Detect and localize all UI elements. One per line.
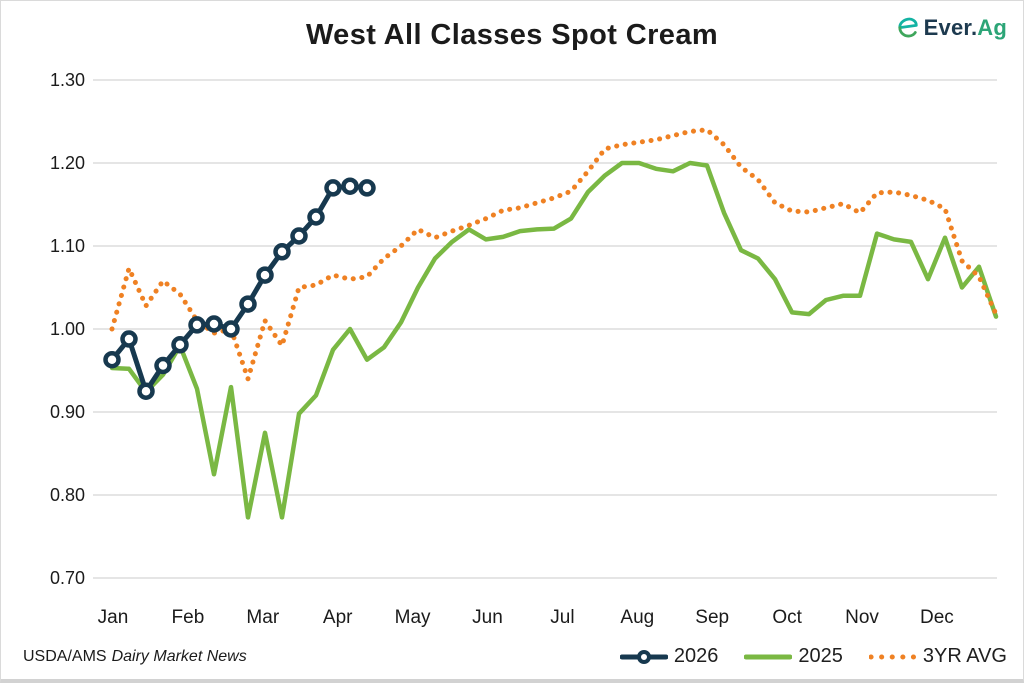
- x-tick-label: Sep: [695, 607, 729, 628]
- source-publication: Dairy Market News: [111, 648, 247, 665]
- x-tick-label: Oct: [772, 607, 802, 628]
- legend-marker: [744, 654, 793, 659]
- y-tick-label: 1.20: [50, 153, 85, 173]
- page-title: West All Classes Spot Cream: [305, 19, 719, 51]
- data-point-marker: [239, 295, 257, 313]
- x-tick-label: Jun: [472, 607, 503, 628]
- source-attribution: USDA/AMS Dairy Market News: [23, 648, 247, 666]
- x-tick-label: Aug: [620, 607, 654, 628]
- y-tick-label: 1.30: [50, 70, 85, 90]
- series-line-3yr-avg: [109, 127, 999, 382]
- series-line-2026: [109, 183, 370, 394]
- legend-label: 3YR AVG: [922, 645, 1007, 667]
- data-point-marker: [290, 227, 308, 245]
- series-line-2025: [109, 160, 999, 520]
- data-point-marker: [222, 320, 240, 338]
- y-tick-label: 1.10: [50, 236, 85, 256]
- data-point-marker: [154, 356, 172, 375]
- data-point-marker: [256, 266, 274, 284]
- logo-text-ever: Ever.: [923, 15, 978, 40]
- chart-legend: 2026 2025 3YR AVG: [619, 645, 1007, 668]
- y-tick-label: 0.90: [50, 402, 85, 422]
- y-tick-label: 0.70: [50, 568, 85, 588]
- x-tick-label: Nov: [845, 607, 879, 628]
- everag-e-icon: [895, 15, 921, 41]
- x-tick-label: Jul: [550, 607, 574, 628]
- legend-marker: [868, 654, 917, 659]
- legend-label: 2025: [798, 645, 843, 667]
- x-tick-label: Feb: [172, 607, 205, 628]
- data-point-marker: [188, 316, 206, 334]
- x-tick-label: Jan: [98, 607, 129, 628]
- legend-label: 2026: [673, 645, 719, 667]
- data-point-marker: [171, 336, 189, 354]
- x-tick-label: Mar: [246, 607, 279, 628]
- legend-item-2026: 2026: [619, 645, 719, 668]
- x-tick-label: Dec: [920, 607, 954, 628]
- legend-marker: [619, 649, 668, 664]
- x-tick-label: Apr: [323, 607, 353, 628]
- data-point-marker: [358, 179, 376, 197]
- data-point-marker: [273, 243, 291, 261]
- y-tick-label: 1.00: [50, 319, 85, 339]
- logo-text-ag: Ag: [977, 15, 1007, 40]
- legend-item-2025: 2025: [744, 645, 843, 668]
- source-agency: USDA/AMS: [23, 648, 107, 665]
- data-point-marker: [137, 382, 155, 400]
- data-point-marker: [324, 179, 342, 197]
- data-point-marker: [120, 330, 138, 348]
- data-point-marker: [205, 315, 223, 333]
- data-point-marker: [103, 350, 121, 369]
- data-point-marker: [307, 208, 325, 226]
- y-tick-label: 0.80: [50, 485, 85, 505]
- data-point-marker: [341, 177, 359, 195]
- everag-logo: Ever.Ag: [895, 15, 1007, 41]
- legend-item-3yr-avg: 3YR AVG: [868, 645, 1007, 668]
- x-tick-label: May: [395, 607, 431, 628]
